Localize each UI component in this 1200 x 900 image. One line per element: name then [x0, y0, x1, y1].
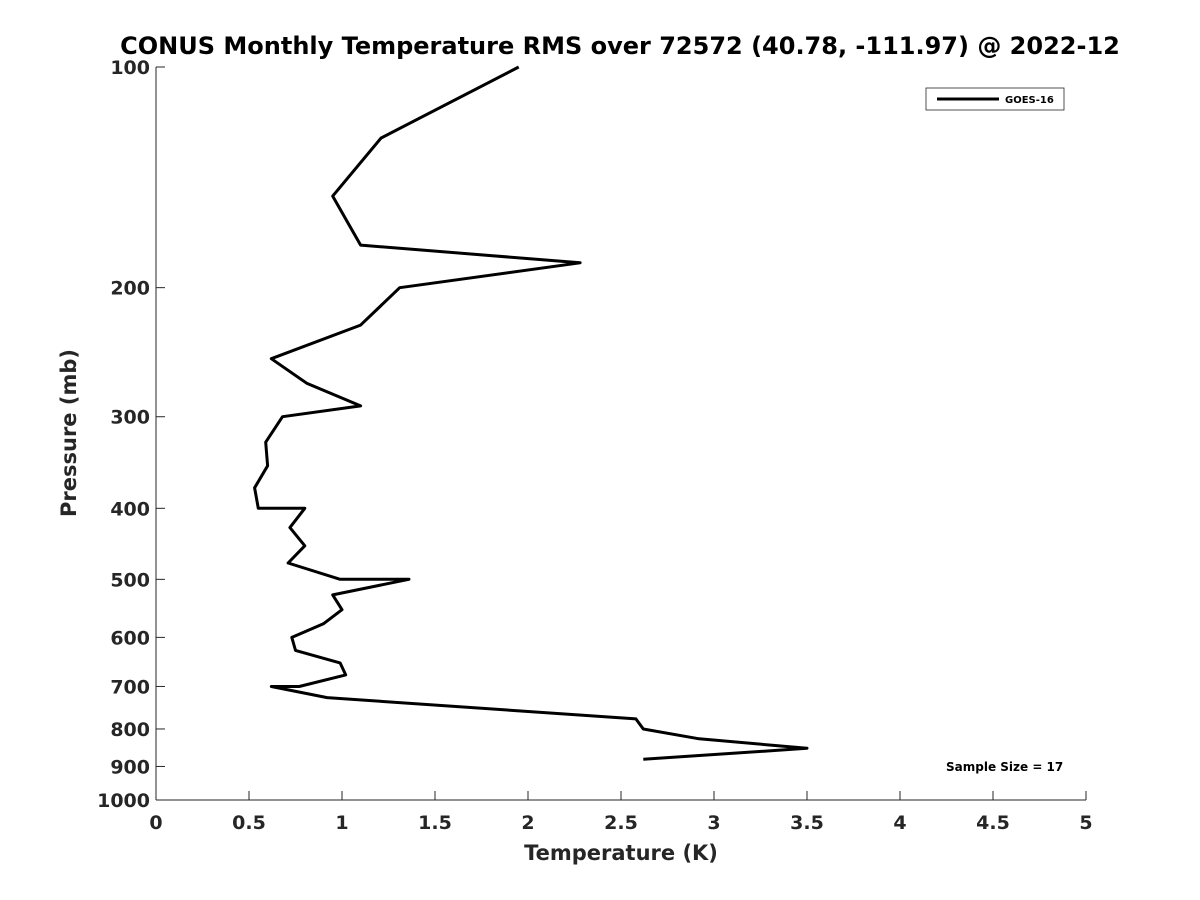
y-tick-label: 700: [110, 676, 150, 698]
y-tick-label: 1000: [97, 790, 150, 812]
x-tick-label: 4: [893, 812, 906, 834]
chart-title: CONUS Monthly Temperature RMS over 72572…: [120, 32, 1120, 60]
y-axis-title: Pressure (mb): [57, 349, 81, 517]
x-tick-label: 0.5: [232, 812, 266, 834]
series-layer: [253, 65, 809, 761]
x-tick-label: 1.5: [418, 812, 452, 834]
x-tick-label: 2: [521, 812, 534, 834]
x-tick-label: 4.5: [976, 812, 1010, 834]
x-tick-label: 2.5: [604, 812, 638, 834]
y-tick-label: 300: [110, 407, 150, 429]
x-tick-label: 3: [707, 812, 720, 834]
x-tick-label: 0: [149, 812, 162, 834]
y-tick-label: 900: [110, 756, 150, 778]
x-tick-label: 3.5: [790, 812, 824, 834]
y-tick-label: 800: [110, 719, 150, 741]
x-tick-label: 1: [335, 812, 348, 834]
y-tick-label: 200: [110, 278, 150, 300]
series-line-goes-16: [253, 65, 809, 761]
y-ticks: 100 200 300 400 500 600 700 800 900 1000: [97, 57, 165, 812]
legend: GOES-16: [925, 87, 1065, 111]
sample-size-annotation: Sample Size = 17: [946, 760, 1063, 774]
x-ticks: 0 0.5 1 1.5 2 2.5 3 3.5 4 4.5 5: [149, 791, 1093, 834]
x-axis-title: Temperature (K): [524, 841, 718, 865]
y-tick-label: 100: [110, 57, 150, 79]
legend-entry-label: GOES-16: [1005, 95, 1054, 106]
y-tick-label: 600: [110, 627, 150, 649]
x-tick-label: 5: [1079, 812, 1092, 834]
y-tick-label: 500: [110, 569, 150, 591]
y-tick-label: 400: [110, 498, 150, 520]
